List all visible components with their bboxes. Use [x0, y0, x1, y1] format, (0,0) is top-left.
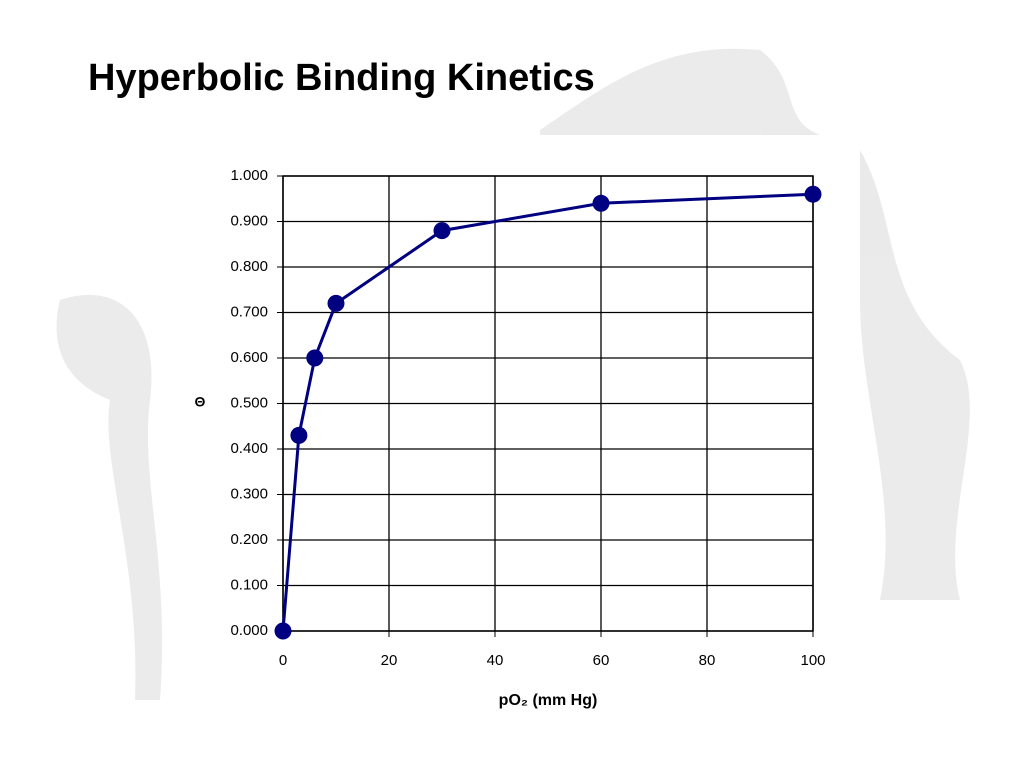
- data-point: [274, 622, 292, 640]
- y-tick-label: 0.600: [230, 349, 268, 366]
- x-tick-label: 60: [593, 652, 610, 669]
- x-tick-label: 80: [699, 652, 716, 669]
- y-tick-label: 0.200: [230, 531, 268, 548]
- y-tick-label: 0.400: [230, 440, 268, 457]
- data-line: [281, 192, 814, 632]
- plot-border: [282, 175, 814, 632]
- y-tick-label: 0.700: [230, 303, 268, 320]
- x-tick-label: 40: [487, 652, 504, 669]
- data-point: [290, 426, 308, 444]
- slide-title: Hyperbolic Binding Kinetics: [88, 57, 595, 99]
- data-point: [804, 185, 822, 203]
- data-point: [327, 294, 345, 312]
- x-tick-label: 20: [381, 652, 398, 669]
- y-axis-label: Θ: [195, 394, 206, 410]
- data-point: [592, 194, 610, 212]
- y-tick-label: 0.900: [230, 212, 268, 229]
- y-tick-label: 0.300: [230, 485, 268, 502]
- x-tick-label: 0: [279, 652, 287, 669]
- background-decoration: [56, 48, 970, 700]
- y-tick-label: 0.500: [230, 394, 268, 411]
- data-point: [433, 222, 451, 240]
- x-axis-label: pO₂ (mm Hg): [499, 692, 598, 709]
- y-tick-label: 1.000: [230, 167, 268, 184]
- data-point: [306, 349, 324, 367]
- y-tick-label: 0.100: [230, 576, 268, 593]
- y-tick-label: 0.800: [230, 258, 268, 275]
- y-tick-label: 0.000: [230, 622, 268, 639]
- x-tick-label: 100: [800, 652, 825, 669]
